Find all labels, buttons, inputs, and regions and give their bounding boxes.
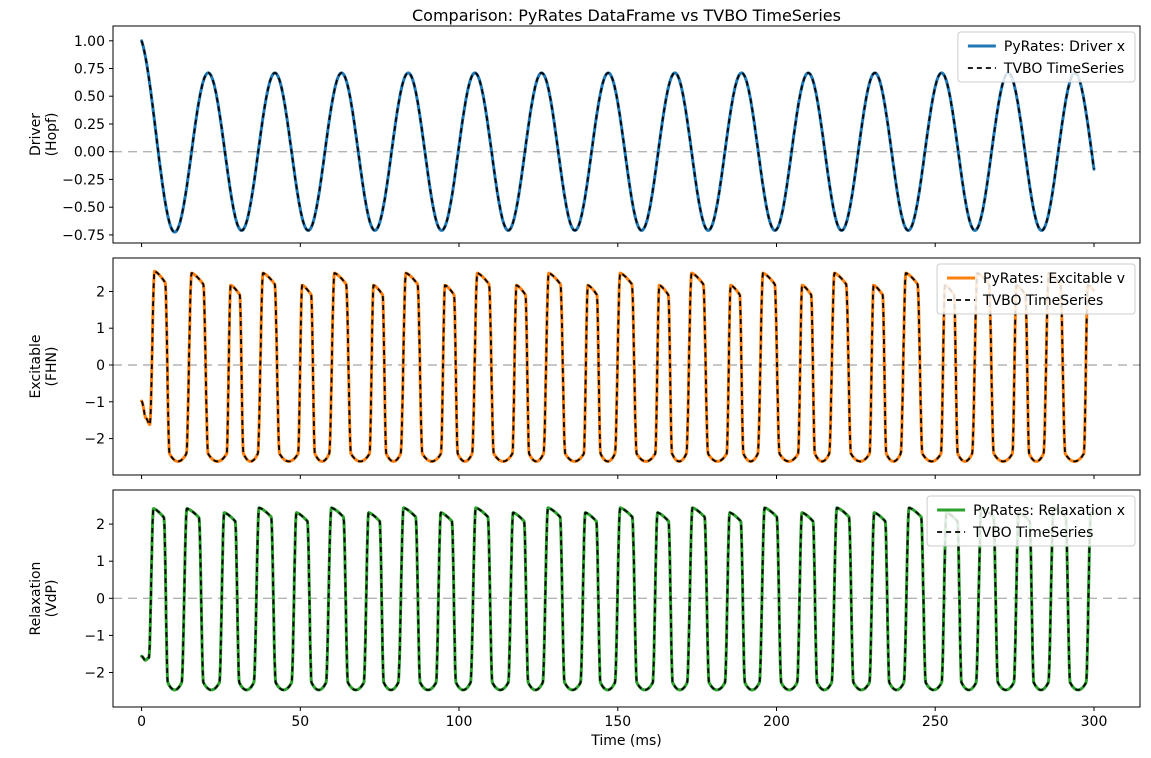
series-dashed-overlay-line <box>141 506 1095 691</box>
y-axis-label-line: (VdP) <box>44 580 60 618</box>
y-tick-label: −1 <box>84 628 105 644</box>
y-tick-label: 0.50 <box>74 89 105 105</box>
legend-label: TVBO TimeSeries <box>982 293 1103 309</box>
y-tick-label: −1 <box>84 395 105 411</box>
legend: PyRates: Relaxation x TVBO TimeSeries <box>926 495 1136 547</box>
y-tick-label: 1 <box>96 321 105 337</box>
series-dashed-overlay-line <box>140 270 1095 463</box>
legend: PyRates: Excitable v TVBO TimeSeries <box>936 263 1136 315</box>
legend-label: PyRates: Driver x <box>1004 39 1125 55</box>
y-tick-label: 1.00 <box>74 34 105 50</box>
legend-box <box>936 263 1136 315</box>
x-tick-label: 150 <box>604 714 631 730</box>
series-dashed-overlay-line <box>140 40 1095 233</box>
y-axis-label-line: Excitable <box>28 335 44 399</box>
legend-label: PyRates: Excitable v <box>983 271 1125 287</box>
subplot-2: 2 1 0 −1 −2 0 50 100 150 200 250 300 Relaxation (VdP)… <box>28 489 1141 730</box>
y-tick-label: −2 <box>84 432 105 448</box>
y-tick-label: 0.00 <box>74 145 105 161</box>
y-tick-label: −0.25 <box>62 172 105 188</box>
x-tick-label: 250 <box>922 714 949 730</box>
legend-box <box>926 495 1136 547</box>
y-tick-label: −2 <box>84 666 105 682</box>
y-axis-label-line: (FHN) <box>44 347 60 387</box>
y-axis-label-line: (Hopf) <box>44 113 60 157</box>
y-tick-label: 2 <box>96 517 105 533</box>
x-tick-label: 50 <box>291 714 309 730</box>
y-tick-label: −0.50 <box>62 200 105 216</box>
y-axis-label-line: Driver <box>28 113 44 156</box>
y-tick-label: 0 <box>96 591 105 607</box>
y-tick-label: 0.75 <box>74 62 105 78</box>
y-axis-label-line: Relaxation <box>28 562 44 636</box>
axes-spines <box>112 257 1141 476</box>
legend-label: PyRates: Relaxation x <box>973 503 1125 519</box>
x-axis-label: Time (ms) <box>591 733 662 749</box>
axes-spines <box>112 25 1141 244</box>
x-tick-label: 300 <box>1081 714 1108 730</box>
subplot-1: 2 1 0 −1 −2 Excitable (FHN) PyRates: Excitable … <box>28 257 1141 479</box>
legend-box <box>957 31 1136 83</box>
legend-label: TVBO TimeSeries <box>1003 61 1124 77</box>
x-tick-label: 200 <box>763 714 790 730</box>
y-tick-label: 1 <box>96 554 105 570</box>
chart-title: Comparison: PyRates DataFrame vs TVBO Ti… <box>412 6 841 25</box>
y-tick-label: 0.25 <box>74 117 105 133</box>
legend-label: TVBO TimeSeries <box>972 525 1093 541</box>
series-solid-line <box>140 39 1096 234</box>
y-tick-label: 0 <box>96 358 105 374</box>
x-tick-label: 100 <box>446 714 473 730</box>
legend: PyRates: Driver x TVBO TimeSeries <box>957 31 1136 83</box>
y-tick-label: 2 <box>96 285 105 301</box>
subplot-0: 1.00 0.75 0.50 0.25 0.00 −0.25 −0.50 −0.75 Drive… <box>28 25 1141 247</box>
y-tick-label: −0.75 <box>62 228 105 244</box>
x-tick-label: 0 <box>137 714 146 730</box>
